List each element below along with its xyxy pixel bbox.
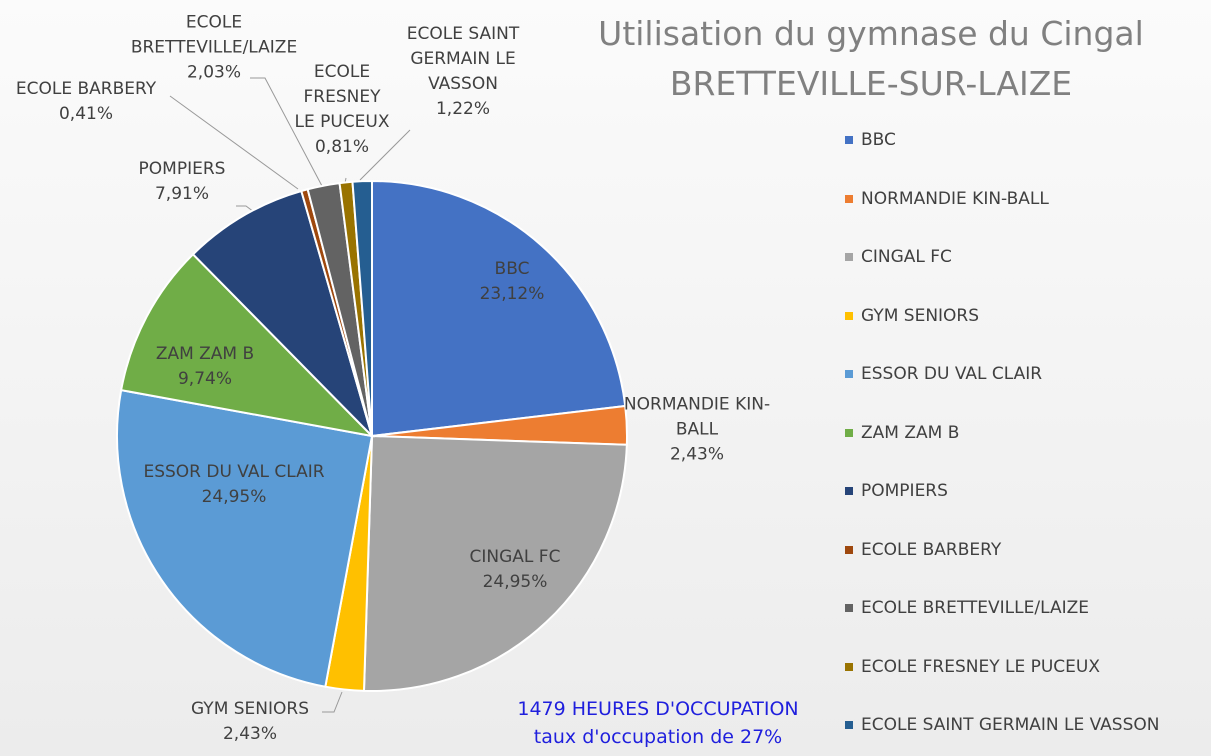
data-label-value: 9,74% bbox=[177, 369, 232, 389]
legend-item: GYM SENIORS bbox=[845, 306, 979, 326]
chart-title: Utilisation du gymnase du Cingal bbox=[598, 14, 1144, 53]
legend-swatch bbox=[845, 253, 853, 261]
data-label-name: NORMANDIE KIN-BALL bbox=[623, 394, 771, 440]
data-label-value: 2,43% bbox=[669, 444, 724, 465]
legend-item: ECOLE BARBERY bbox=[845, 540, 1001, 560]
slice bbox=[191, 189, 373, 437]
data-label: GYM SENIORS 2,43% bbox=[165, 697, 335, 747]
legend-item: ESSOR DU VAL CLAIR bbox=[845, 364, 1042, 384]
slice bbox=[120, 252, 375, 438]
legend-item: CINGAL FC bbox=[845, 247, 952, 267]
legend-label: ECOLE BARBERY bbox=[861, 539, 1002, 560]
data-label-value: 24,95% bbox=[482, 572, 548, 592]
legend-swatch bbox=[845, 487, 853, 495]
slice bbox=[371, 179, 627, 438]
data-label-value: 2,03% bbox=[186, 62, 241, 83]
legend-item: ZAM ZAM B bbox=[845, 423, 959, 443]
leader-line bbox=[322, 691, 343, 713]
legend-item: ECOLE FRESNEY LE PUCEUX bbox=[845, 657, 1100, 677]
legend-label: ZAM ZAM B bbox=[861, 422, 960, 443]
legend-label: NORMANDIE KIN-BALL bbox=[861, 188, 1049, 209]
legend-item: POMPIERS bbox=[845, 481, 948, 501]
chart-subtitle: BRETTEVILLE-SUR-LAIZE bbox=[669, 64, 1073, 103]
legend-swatch bbox=[845, 604, 853, 612]
data-label-name: POMPIERS bbox=[138, 159, 226, 179]
legend-swatch bbox=[845, 311, 853, 320]
legend-label: BBC bbox=[861, 130, 896, 150]
legend-swatch bbox=[845, 194, 853, 203]
leader-line bbox=[359, 129, 411, 181]
leader-lines bbox=[169, 77, 411, 713]
data-label: POMPIERS 7,91% bbox=[107, 157, 257, 207]
data-label-name: ZAM ZAM B bbox=[155, 344, 255, 364]
data-label-name: CINGAL FC bbox=[469, 547, 561, 567]
data-label: ESSOR DU VAL CLAIR 24,95% bbox=[109, 460, 359, 510]
data-label: ECOLE BRETTEVILLE/LAIZE 2,03% bbox=[114, 11, 314, 86]
legend-label: GYM SENIORS bbox=[861, 305, 980, 326]
legend-item: ECOLE BRETTEVILLE/LAIZE bbox=[845, 598, 1089, 618]
legend-swatch bbox=[845, 428, 853, 437]
legend-label: POMPIERS bbox=[861, 481, 948, 501]
data-label-value: 7,91% bbox=[154, 184, 209, 204]
data-label-name: ECOLE BARBERY bbox=[15, 79, 157, 99]
slice bbox=[116, 388, 374, 688]
data-label: ECOLE BARBERY 0,41% bbox=[0, 77, 176, 127]
legend-label: CINGAL FC bbox=[861, 247, 952, 267]
legend-item: NORMANDIE KIN-BALL bbox=[845, 189, 1049, 209]
data-label-value: 24,95% bbox=[201, 487, 267, 507]
legend-label: ECOLE FRESNEY LE PUCEUX bbox=[861, 656, 1100, 677]
data-label-name: GYM SENIORS bbox=[190, 699, 310, 719]
legend-item: BBC bbox=[845, 130, 896, 150]
legend-swatch bbox=[845, 662, 853, 671]
leader-line bbox=[169, 95, 299, 190]
data-label-name: ECOLE BRETTEVILLE/LAIZE bbox=[130, 12, 298, 58]
data-label: BBC 23,12% bbox=[447, 257, 577, 307]
legend-label: ESSOR DU VAL CLAIR bbox=[861, 364, 1043, 384]
legend-swatch bbox=[845, 545, 853, 554]
data-label: ECOLE FRESNEY LE PUCEUX 0,81% bbox=[295, 60, 390, 160]
legend-label: ECOLE SAINT GERMAIN LE VASSON bbox=[861, 715, 1160, 735]
legend-label: ECOLE BRETTEVILLE/LAIZE bbox=[861, 598, 1089, 618]
slices bbox=[116, 179, 628, 692]
legend-swatch bbox=[845, 370, 853, 378]
annotation: taux d'occupation de 27% bbox=[533, 726, 783, 748]
data-label-name: BBC bbox=[494, 259, 530, 279]
data-label-value: 0,81% bbox=[314, 137, 369, 157]
data-label-name: ECOLE FRESNEY LE PUCEUX bbox=[294, 62, 390, 132]
data-label-value: 0,41% bbox=[58, 104, 113, 124]
data-label-name: ESSOR DU VAL CLAIR bbox=[143, 462, 325, 482]
data-label-name: ECOLE SAINT GERMAIN LE VASSON bbox=[406, 24, 520, 94]
data-label-value: 1,22% bbox=[435, 99, 490, 119]
data-label-value: 2,43% bbox=[222, 724, 277, 744]
slice bbox=[351, 179, 373, 437]
legend-item: ECOLE SAINT GERMAIN LE VASSON bbox=[845, 715, 1160, 735]
legend-swatch bbox=[845, 136, 853, 144]
data-label: ECOLE SAINT GERMAIN LE VASSON 1,22% bbox=[393, 22, 533, 122]
slice bbox=[362, 434, 628, 692]
data-label-value: 23,12% bbox=[479, 284, 545, 304]
leader-line bbox=[250, 77, 323, 187]
data-label: CINGAL FC 24,95% bbox=[440, 545, 590, 595]
annotation: 1479 HEURES D'OCCUPATION bbox=[517, 698, 799, 720]
legend-swatch bbox=[845, 721, 853, 729]
data-label: NORMANDIE KIN-BALL 2,43% bbox=[622, 393, 772, 468]
data-label: ZAM ZAM B 9,74% bbox=[130, 342, 280, 392]
